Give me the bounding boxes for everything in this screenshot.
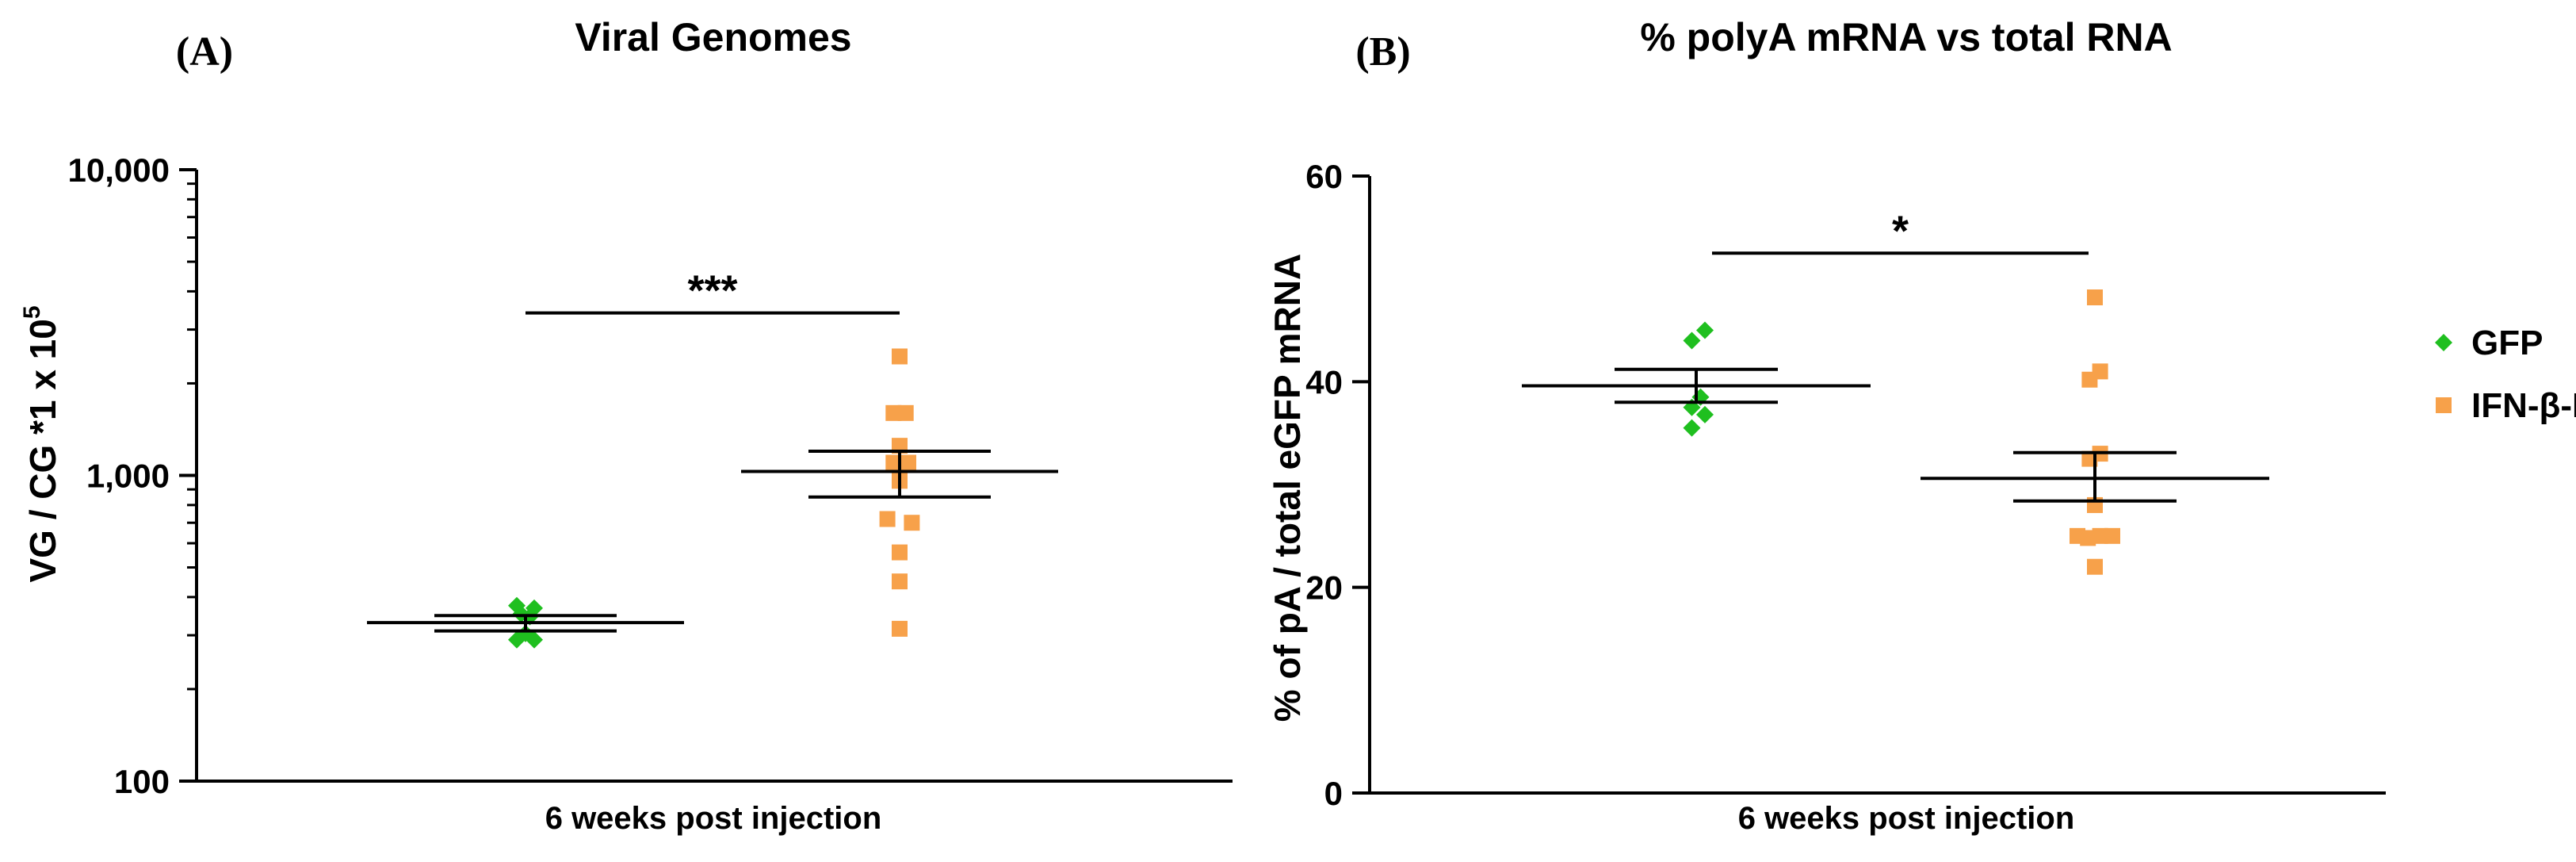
panel-a-ylabel-text: VG / CG *1 x 10 xyxy=(22,319,63,582)
panel-b-tick-label: 0 xyxy=(1324,775,1343,812)
panel-a-ifn-point xyxy=(879,511,896,527)
panel-b-title: % polyA mRNA vs total RNA xyxy=(1640,15,2172,59)
panel-a-ifn-point xyxy=(885,454,902,471)
panel-b-ifn-point xyxy=(2092,527,2108,544)
panel-a-ifn-point xyxy=(900,454,916,471)
panel-a-ifn-point xyxy=(892,348,908,365)
legend-ifn-label: IFN-β-F xyxy=(2471,386,2576,425)
panel-a-ylabel: VG / CG *1 x 105 xyxy=(19,305,63,582)
panel-a-ylabel-superscript: 5 xyxy=(19,305,45,319)
panel-a-title: Viral Genomes xyxy=(575,15,851,59)
panel-a-ifn-point xyxy=(892,544,908,561)
panel-a-plot: 100 1,000 10,000 *** xyxy=(68,151,1233,800)
panel-b-ifn-point xyxy=(2087,289,2103,306)
legend-gfp-label: GFP xyxy=(2471,324,2543,362)
panel-b-plot: 0 20 40 60 * xyxy=(1305,158,2386,812)
panel-a-ifn-point xyxy=(904,515,920,531)
legend-gfp-marker xyxy=(2435,334,2452,351)
panel-a-xlabel: 6 weeks post injection xyxy=(545,801,882,836)
panel-a-ifn-point xyxy=(892,620,908,637)
panel-b: (B) % polyA mRNA vs total RNA % of pA / … xyxy=(1267,15,2386,836)
panel-b-ifn-point xyxy=(2087,558,2103,575)
panel-b-tick-label: 60 xyxy=(1305,158,1343,195)
panel-b-ylabel: % of pA / total eGFP mRNA xyxy=(1267,254,1308,722)
panel-a-ifn-point xyxy=(885,404,902,421)
panel-a: (A) Viral Genomes VG / CG *1 x 105 6 wee… xyxy=(19,15,1233,836)
panel-a-tick-label: 10,000 xyxy=(68,151,170,189)
panel-b-significance-label: * xyxy=(1892,207,1909,255)
panel-b-ifn-point xyxy=(2081,371,2098,388)
panel-a-significance-label: *** xyxy=(687,267,737,315)
panel-b-gfp-point xyxy=(1683,331,1701,350)
legend: GFP IFN-β-F xyxy=(2435,324,2576,425)
panel-b-gfp-point xyxy=(1683,419,1701,437)
panel-b-label: (B) xyxy=(1355,29,1410,75)
panel-b-ifn-point xyxy=(2104,527,2120,544)
panel-a-gfp-point xyxy=(526,630,543,649)
panel-b-tick-label: 40 xyxy=(1305,363,1343,400)
legend-ifn-marker xyxy=(2436,397,2452,413)
panel-b-tick-label: 20 xyxy=(1305,569,1343,607)
panel-a-ifn-point xyxy=(897,404,914,421)
panel-b-gfp-point xyxy=(1696,321,1714,339)
panel-a-tick-label: 100 xyxy=(114,763,170,800)
panel-b-gfp-point xyxy=(1696,405,1714,423)
panel-a-tick-label: 1,000 xyxy=(86,458,170,495)
panel-b-xlabel: 6 weeks post injection xyxy=(1738,801,2075,836)
panel-b-ifn-point xyxy=(2080,530,2096,546)
panel-a-ifn-point xyxy=(892,573,908,590)
panel-a-label: (A) xyxy=(176,29,233,75)
